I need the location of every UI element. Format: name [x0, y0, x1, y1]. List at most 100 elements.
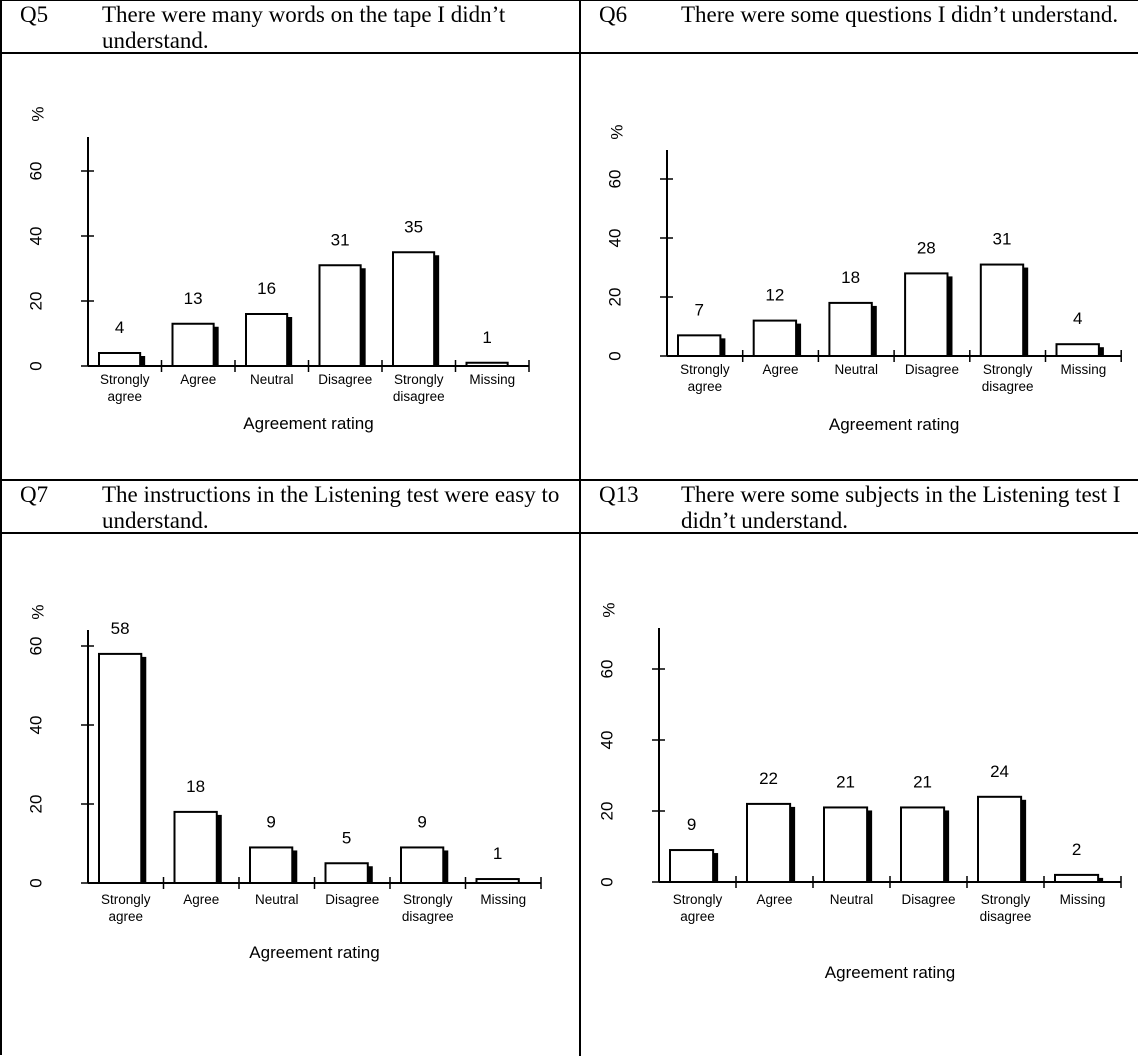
q13-bar-chart: 0204060%9Stronglyagree22Agree21Neutral21…: [581, 534, 1138, 1054]
question-text: There were many words on the tape I didn…: [102, 2, 579, 52]
y-tick-label: 60: [27, 162, 46, 181]
data-label: 1: [482, 328, 491, 347]
data-label: 58: [111, 619, 130, 638]
bar: [747, 804, 790, 882]
y-tick-label: 20: [598, 802, 617, 821]
bar: [326, 863, 368, 883]
y-tick-label: 60: [606, 170, 625, 189]
x-tick-label: Disagree: [901, 892, 955, 907]
bar: [401, 847, 443, 883]
x-axis-label: Agreement rating: [249, 943, 379, 962]
bar: [250, 847, 292, 883]
data-label: 9: [687, 815, 696, 834]
x-axis-label: Agreement rating: [243, 414, 373, 433]
data-label: 9: [417, 812, 426, 831]
y-tick-label: 0: [27, 361, 46, 370]
x-tick-label: Strongly: [680, 362, 730, 377]
y-tick-label: 40: [606, 229, 625, 248]
x-tick-label: agree: [107, 389, 142, 404]
chart-group: 0204060%9Stronglyagree22Agree21Neutral21…: [598, 602, 1122, 982]
data-label: 4: [115, 318, 124, 337]
y-tick-label: 20: [27, 795, 46, 814]
panel-q6-header: Q6 There were some questions I didn’t un…: [581, 1, 1138, 54]
panel-q13-header: Q13 There were some subjects in the List…: [581, 481, 1138, 534]
x-tick-label: Agree: [180, 372, 216, 387]
bar: [829, 303, 871, 356]
panel-q7-header: Q7 The instructions in the Listening tes…: [2, 481, 581, 534]
bar: [678, 335, 720, 356]
x-tick-label: agree: [680, 909, 715, 924]
bar: [393, 252, 434, 366]
x-axis-label: Agreement rating: [825, 963, 955, 982]
x-tick-label: Neutral: [250, 372, 294, 387]
bar: [1057, 344, 1099, 356]
question-number: Q13: [599, 482, 681, 532]
data-label: 21: [913, 772, 932, 791]
bar: [99, 353, 140, 366]
bar: [246, 314, 287, 366]
bar: [1055, 875, 1098, 882]
bar: [905, 273, 947, 356]
x-tick-label: Missing: [480, 892, 526, 907]
data-label: 24: [990, 762, 1009, 781]
x-tick-label: agree: [688, 379, 723, 394]
y-tick-label: 60: [27, 637, 46, 656]
y-axis-label: %: [29, 106, 48, 121]
data-label: 4: [1073, 309, 1082, 328]
data-label: 12: [765, 286, 784, 305]
x-tick-label: Strongly: [101, 892, 151, 907]
bar: [175, 812, 217, 883]
question-text: The instructions in the Listening test w…: [102, 482, 579, 532]
bar: [981, 265, 1023, 356]
x-tick-label: disagree: [402, 909, 454, 924]
data-label: 7: [694, 300, 703, 319]
question-text: There were some questions I didn’t under…: [681, 2, 1138, 52]
q5-bar-chart: 0204060%4Stronglyagree13Agree16Neutral31…: [2, 54, 579, 479]
data-label: 16: [257, 279, 276, 298]
data-label: 28: [917, 238, 936, 257]
x-tick-label: Disagree: [325, 892, 379, 907]
x-tick-label: Missing: [1060, 892, 1106, 907]
x-tick-label: disagree: [980, 909, 1032, 924]
data-label: 22: [759, 769, 778, 788]
x-tick-label: Neutral: [834, 362, 878, 377]
x-tick-label: Neutral: [830, 892, 874, 907]
bar: [467, 363, 508, 366]
data-label: 18: [186, 777, 205, 796]
x-tick-label: Agree: [183, 892, 219, 907]
x-tick-label: agree: [108, 909, 143, 924]
x-tick-label: Strongly: [981, 892, 1031, 907]
y-tick-label: 40: [27, 227, 46, 246]
y-tick-label: 0: [598, 877, 617, 886]
question-number: Q5: [20, 2, 102, 52]
bar: [477, 879, 519, 883]
x-tick-label: Strongly: [983, 362, 1033, 377]
bar: [670, 850, 713, 882]
panel-q5-header: Q5 There were many words on the tape I d…: [2, 1, 581, 54]
question-number: Q7: [20, 482, 102, 532]
x-tick-label: Strongly: [394, 372, 444, 387]
data-label: 35: [404, 217, 423, 236]
x-tick-label: Agree: [763, 362, 799, 377]
bar: [824, 807, 867, 882]
data-label: 2: [1072, 840, 1081, 859]
x-axis-label: Agreement rating: [829, 415, 959, 434]
bar: [978, 797, 1021, 882]
bar: [901, 807, 944, 882]
data-label: 31: [331, 230, 350, 249]
chart-group: 0204060%58Stronglyagree18Agree9Neutral5D…: [27, 604, 542, 962]
data-label: 18: [841, 268, 860, 287]
x-tick-label: Agree: [756, 892, 792, 907]
q6-bar-chart: 0204060%7Stronglyagree12Agree18Neutral28…: [581, 54, 1138, 479]
x-tick-label: Disagree: [318, 372, 372, 387]
y-tick-label: 40: [598, 731, 617, 750]
bar: [173, 324, 214, 366]
bar: [754, 321, 796, 356]
x-tick-label: Disagree: [905, 362, 959, 377]
y-axis-label: %: [29, 604, 48, 619]
